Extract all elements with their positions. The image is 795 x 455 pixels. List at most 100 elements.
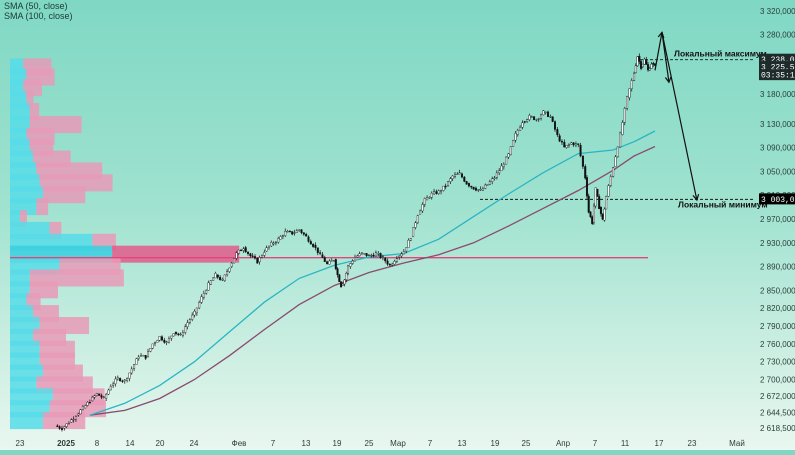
- candle-body: [592, 205, 595, 223]
- candle-body: [147, 351, 150, 358]
- candle-body: [547, 111, 550, 117]
- candle-body: [509, 146, 512, 155]
- projection-arrowhead: [664, 76, 672, 84]
- price-tag-text: 3 225,565: [761, 64, 795, 73]
- candle-body: [114, 378, 117, 385]
- candle-body: [228, 267, 231, 272]
- candle-body: [584, 166, 587, 179]
- time-axis-tick: 7: [593, 439, 598, 448]
- candle-body: [554, 121, 557, 130]
- time-axis-tick: 19: [333, 439, 342, 448]
- time-axis-tick: 24: [190, 439, 199, 448]
- candle-body: [467, 183, 470, 187]
- candle-body: [470, 185, 473, 188]
- candle-body: [140, 355, 143, 357]
- price-axis-tick: 2 820,000: [760, 304, 795, 313]
- candle-body: [123, 379, 126, 382]
- volume-profile-sell-bar: [36, 198, 49, 216]
- projection-arrowhead: [692, 194, 700, 202]
- candle-body: [502, 163, 505, 167]
- time-axis-tick: 23: [688, 439, 697, 448]
- volume-profile-buy-bar: [10, 103, 30, 120]
- candle-body: [193, 310, 196, 316]
- candle-body: [616, 146, 619, 158]
- candle-body: [596, 189, 599, 197]
- candle-body: [549, 116, 552, 118]
- candle-body: [165, 341, 168, 343]
- time-axis-tick: 17: [655, 439, 664, 448]
- price-tag-box: [759, 61, 795, 73]
- candle-body: [619, 132, 622, 148]
- candle-body: [343, 279, 346, 285]
- candle-body: [98, 393, 101, 396]
- candle-body: [274, 241, 277, 244]
- candle-body: [498, 170, 501, 174]
- price-axis-tick: 2 850,000: [760, 286, 795, 295]
- price-tag-box: [759, 193, 795, 205]
- candle-body: [209, 280, 212, 285]
- candle-body: [560, 140, 563, 143]
- candle-body: [367, 254, 370, 257]
- candle-body: [412, 227, 415, 238]
- candle-body: [614, 156, 617, 167]
- candle-body: [293, 232, 296, 234]
- candle-body: [265, 247, 268, 252]
- candle-body: [433, 191, 436, 195]
- candle-body: [419, 210, 422, 215]
- candle-body: [643, 58, 646, 65]
- candle-body: [386, 260, 389, 265]
- candle-body: [449, 178, 452, 182]
- volume-profile-sell-bar: [19, 210, 27, 227]
- candle-body: [544, 111, 547, 113]
- candle-body: [172, 333, 175, 337]
- candle-body: [156, 340, 159, 343]
- candle-body: [598, 196, 601, 210]
- candle-body: [426, 197, 429, 201]
- candle-body: [423, 198, 426, 205]
- price-axis-tick: 2 644,500: [760, 408, 795, 417]
- candle-body: [100, 395, 103, 398]
- candle-body: [340, 281, 343, 288]
- time-axis-tick: 7: [428, 439, 433, 448]
- time-axis-tick: 8: [95, 439, 100, 448]
- candle-body: [551, 116, 554, 122]
- candle-body: [370, 254, 373, 257]
- candle-body: [516, 130, 519, 135]
- candle-body: [533, 116, 536, 120]
- candle-body: [195, 307, 198, 314]
- time-axis-tick: 23: [16, 439, 25, 448]
- candle-body: [219, 277, 222, 280]
- candle-body: [589, 211, 592, 217]
- candle-body: [477, 189, 480, 191]
- candle-body: [256, 258, 259, 264]
- projection-arrow: [654, 32, 663, 71]
- volume-profile-sell-bar: [42, 412, 86, 430]
- candle-body: [298, 229, 301, 231]
- candle-body: [300, 229, 303, 233]
- candle-body: [507, 153, 510, 158]
- candle-body: [652, 63, 655, 65]
- candle-body: [384, 258, 387, 262]
- candle-body: [235, 252, 238, 259]
- candle-body: [216, 274, 219, 278]
- candle-body: [585, 177, 588, 197]
- candle-body: [330, 260, 333, 262]
- candle-body: [221, 279, 224, 281]
- candle-body: [177, 333, 180, 335]
- candle-body: [60, 428, 63, 430]
- candle-body: [447, 181, 450, 186]
- candle-body: [567, 144, 570, 146]
- candle-body: [81, 406, 84, 410]
- sma50-line: [89, 130, 656, 416]
- candle-body: [77, 413, 80, 416]
- price-axis-tick: 2 672,000: [760, 392, 795, 401]
- candle-body: [65, 423, 68, 427]
- candle-body: [86, 402, 89, 406]
- candle-body: [360, 252, 363, 254]
- candle-body: [95, 393, 98, 396]
- price-axis-tick: 2 618,500: [760, 424, 795, 433]
- candle-body: [247, 251, 250, 254]
- candle-body: [630, 80, 633, 89]
